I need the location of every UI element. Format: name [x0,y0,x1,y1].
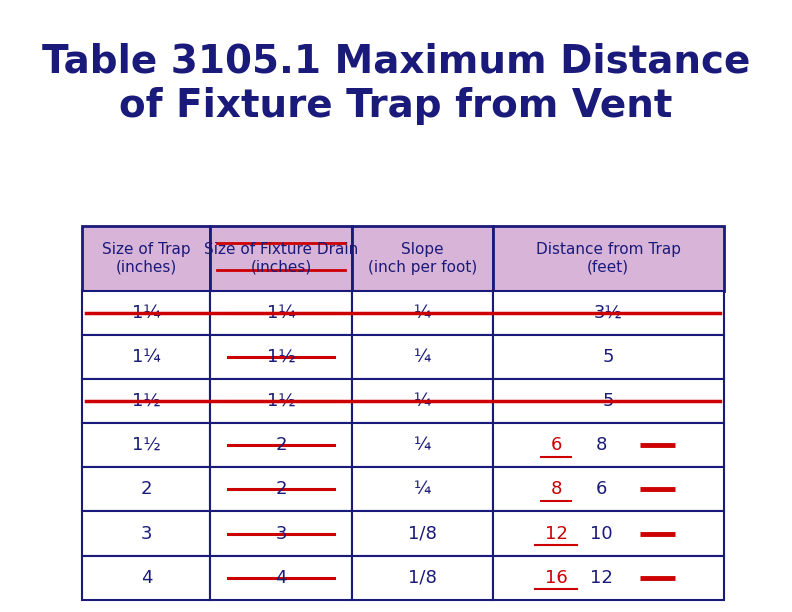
Text: 12: 12 [545,524,567,542]
Text: ¼: ¼ [413,348,431,366]
FancyBboxPatch shape [211,291,352,335]
Text: 1¼: 1¼ [132,348,161,366]
Text: 3: 3 [140,524,152,542]
Text: 8: 8 [550,480,562,498]
Text: 3½: 3½ [594,304,623,322]
Text: 1¼: 1¼ [132,304,161,322]
FancyBboxPatch shape [493,379,724,423]
FancyBboxPatch shape [82,512,211,556]
Text: Table 3105.1 Maximum Distance
of Fixture Trap from Vent: Table 3105.1 Maximum Distance of Fixture… [42,43,750,125]
Text: ¼: ¼ [413,392,431,410]
Text: 4: 4 [276,569,287,587]
FancyBboxPatch shape [352,291,493,335]
FancyBboxPatch shape [211,226,352,291]
Text: 1/8: 1/8 [408,569,436,587]
Text: 2: 2 [140,480,152,498]
Text: 10: 10 [590,524,613,542]
FancyBboxPatch shape [211,556,352,600]
FancyBboxPatch shape [493,468,724,512]
Text: Size of Trap
(inches): Size of Trap (inches) [102,242,191,275]
Text: 3: 3 [276,524,287,542]
FancyBboxPatch shape [493,335,724,379]
Text: 2: 2 [276,436,287,454]
Text: ¼: ¼ [413,480,431,498]
FancyBboxPatch shape [352,468,493,512]
Text: 16: 16 [545,569,567,587]
Text: 1½: 1½ [132,436,161,454]
FancyBboxPatch shape [352,379,493,423]
Text: 4: 4 [140,569,152,587]
Text: 8: 8 [596,436,607,454]
FancyBboxPatch shape [352,556,493,600]
Text: 1¼: 1¼ [267,304,295,322]
Text: 2: 2 [276,480,287,498]
FancyBboxPatch shape [493,226,724,291]
Text: 5: 5 [603,348,614,366]
Text: 5: 5 [603,392,614,410]
FancyBboxPatch shape [211,335,352,379]
FancyBboxPatch shape [352,335,493,379]
Text: 12: 12 [590,569,613,587]
Text: 6: 6 [550,436,562,454]
FancyBboxPatch shape [82,556,211,600]
FancyBboxPatch shape [82,335,211,379]
FancyBboxPatch shape [82,226,211,291]
FancyBboxPatch shape [493,556,724,600]
Text: 1½: 1½ [267,348,295,366]
FancyBboxPatch shape [82,291,211,335]
FancyBboxPatch shape [82,379,211,423]
Text: 1½: 1½ [132,392,161,410]
FancyBboxPatch shape [493,512,724,556]
FancyBboxPatch shape [82,423,211,468]
Text: Distance from Trap
(feet): Distance from Trap (feet) [536,242,681,275]
FancyBboxPatch shape [493,423,724,468]
FancyBboxPatch shape [82,468,211,512]
Text: 1/8: 1/8 [408,524,436,542]
Text: Slope
(inch per foot): Slope (inch per foot) [367,242,477,275]
Text: Size of Fixture Drain
(inches): Size of Fixture Drain (inches) [204,242,358,275]
FancyBboxPatch shape [352,423,493,468]
Text: ¼: ¼ [413,436,431,454]
FancyBboxPatch shape [211,379,352,423]
FancyBboxPatch shape [493,291,724,335]
FancyBboxPatch shape [352,512,493,556]
Text: 6: 6 [596,480,607,498]
Text: 1½: 1½ [267,392,295,410]
FancyBboxPatch shape [211,512,352,556]
Text: ¼: ¼ [413,304,431,322]
FancyBboxPatch shape [211,468,352,512]
FancyBboxPatch shape [211,423,352,468]
FancyBboxPatch shape [352,226,493,291]
